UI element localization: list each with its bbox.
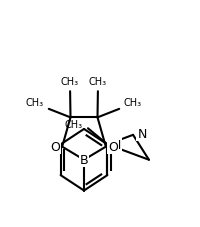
- Text: O: O: [50, 141, 60, 153]
- Text: N: N: [137, 127, 147, 140]
- Text: B: B: [80, 153, 88, 167]
- Text: CH₃: CH₃: [89, 76, 107, 86]
- Text: CH₃: CH₃: [61, 76, 79, 86]
- Text: O: O: [108, 141, 118, 153]
- Text: CH₃: CH₃: [65, 120, 83, 130]
- Text: N: N: [112, 138, 121, 151]
- Text: CH₃: CH₃: [124, 98, 142, 108]
- Text: CH₃: CH₃: [26, 98, 44, 108]
